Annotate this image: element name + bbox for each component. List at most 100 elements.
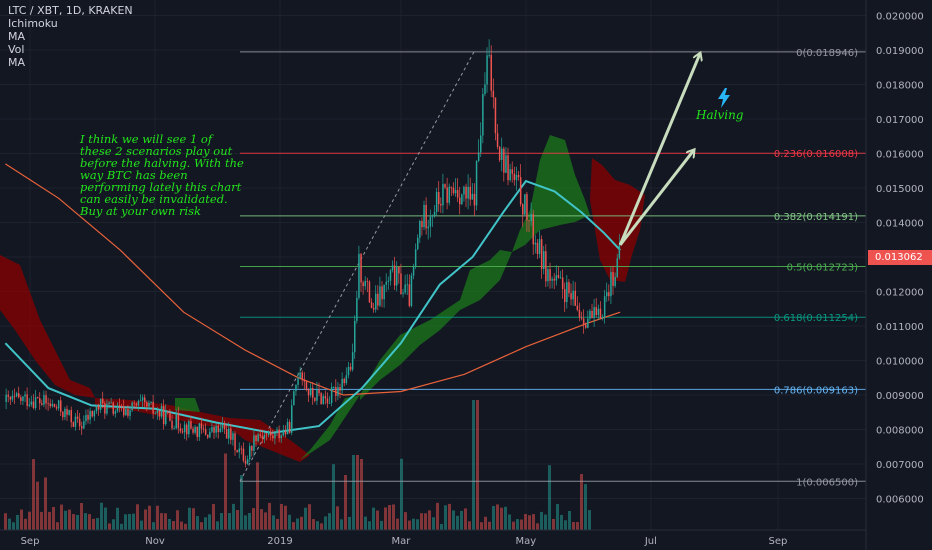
candle-body — [152, 401, 154, 414]
volume-bar — [240, 475, 243, 530]
volume-bar — [304, 507, 307, 530]
volume-bar — [124, 514, 127, 530]
candle-body — [51, 403, 54, 407]
halving-label: Halving — [696, 108, 744, 122]
candle-body — [364, 280, 367, 287]
candle-body — [387, 280, 390, 282]
candle-body — [566, 282, 568, 303]
candle-body — [131, 402, 133, 411]
volume-bar — [52, 506, 55, 530]
candle-body — [211, 427, 213, 432]
volume-bar — [4, 513, 7, 530]
candle-body — [513, 173, 516, 180]
candle-body — [417, 237, 419, 250]
candle-body — [551, 278, 553, 281]
candle-body — [72, 422, 75, 427]
volume-bar — [216, 521, 219, 530]
candle-body — [186, 424, 188, 435]
volume-bar — [336, 506, 339, 530]
candle-body — [354, 320, 356, 353]
candle-body — [175, 413, 178, 429]
volume-bar — [96, 518, 99, 530]
cloud-segment — [0, 255, 95, 398]
candle-body — [150, 401, 152, 403]
candle-body — [114, 411, 117, 414]
volume-bar — [20, 509, 23, 530]
volume-bar — [552, 518, 555, 530]
candle-body — [99, 398, 102, 410]
volume-bar — [16, 514, 19, 530]
candle-body — [402, 292, 404, 294]
candle-body — [593, 307, 595, 318]
candle-body — [293, 391, 295, 406]
volume-bar — [416, 519, 419, 530]
candle-body — [76, 416, 79, 419]
volume-bar — [132, 513, 135, 530]
candle-body — [288, 422, 291, 433]
volume-bar — [540, 511, 543, 530]
volume-bar — [8, 518, 11, 530]
cloud-segment — [512, 135, 590, 252]
candle-body — [259, 434, 262, 436]
candle-body — [280, 435, 283, 439]
candle-body — [28, 404, 31, 406]
symbol-title[interactable]: LTC / XBT, 1D, KRAKEN — [8, 4, 133, 17]
volume-bar — [280, 504, 283, 530]
candle-body — [400, 273, 402, 294]
volume-bar — [588, 510, 591, 530]
volume-bar — [508, 514, 511, 530]
indicator-ichimoku[interactable]: Ichimoku — [8, 17, 58, 30]
candle-body — [32, 401, 35, 409]
candle-body — [454, 190, 457, 194]
volume-bar — [432, 517, 435, 530]
volume-bar — [180, 521, 183, 530]
volume-bar — [380, 520, 383, 530]
volume-bar — [404, 512, 407, 530]
indicator-vol[interactable]: Vol — [8, 43, 25, 56]
candle-body — [389, 270, 392, 281]
candle-body — [375, 293, 377, 310]
price-axis[interactable]: 0.020000 0.019000 0.018000 0.017000 0.016000… — [865, 0, 924, 550]
cloud-segment — [175, 398, 200, 412]
candle-body — [438, 192, 440, 205]
candle-body — [263, 434, 266, 439]
candle-body — [530, 214, 532, 222]
fib-level-label: 1(0.006500) — [796, 477, 858, 488]
candle-body — [177, 413, 180, 429]
candle-body — [11, 395, 14, 400]
candle-body — [22, 396, 24, 401]
volume-bar — [212, 504, 215, 530]
indicator-ma[interactable]: MA — [8, 30, 26, 43]
fib-level-label: 0.618(0.011254) — [774, 313, 858, 324]
candle-body — [318, 389, 320, 394]
volume-bar — [516, 519, 519, 530]
candle-body — [585, 324, 587, 328]
volume-bar — [76, 514, 79, 530]
volume-bar — [156, 505, 159, 530]
candle-body — [219, 428, 222, 433]
indicator-ma-2[interactable]: MA — [8, 56, 26, 69]
candle-body — [511, 169, 514, 174]
volume-bar — [92, 518, 95, 530]
candle-body — [156, 410, 159, 414]
candle-body — [141, 397, 144, 401]
candle-body — [246, 459, 249, 464]
candle-body — [18, 393, 20, 398]
candle-body — [406, 284, 409, 286]
y-tick-label: 0.009000 — [876, 391, 924, 402]
volume-bar — [564, 520, 567, 530]
candle-body — [144, 397, 146, 403]
candle-body — [320, 393, 322, 405]
candle-body — [36, 397, 39, 399]
candle-body — [169, 412, 171, 421]
volume-bar — [532, 514, 535, 530]
time-axis[interactable]: Sep Nov 2019 Mar May Jul Sep — [0, 529, 866, 547]
candle-body — [297, 378, 299, 385]
candle-body — [559, 277, 562, 279]
candle-body — [196, 426, 199, 438]
candle-body — [358, 253, 360, 298]
candle-body — [282, 430, 285, 436]
volume-bar — [440, 523, 443, 530]
candle-body — [425, 204, 427, 229]
